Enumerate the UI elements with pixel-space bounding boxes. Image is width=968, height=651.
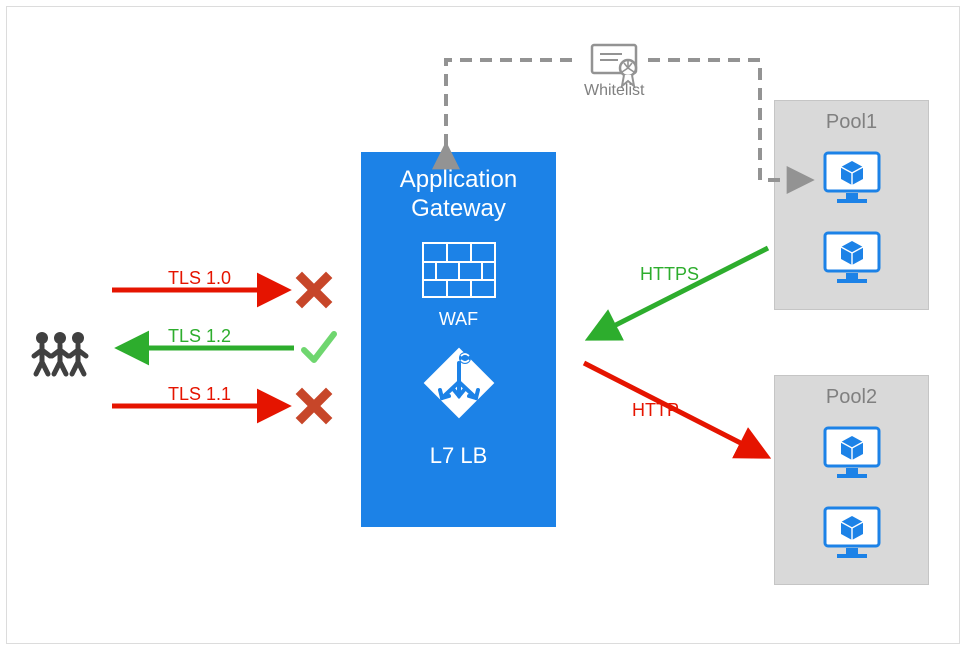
certificate-icon xyxy=(592,45,636,86)
pool1-vm1-icon xyxy=(825,153,879,203)
diagram-canvas: Application Gateway WAF xyxy=(0,0,968,651)
users-icon xyxy=(34,332,86,374)
whitelist-path-right xyxy=(648,60,810,180)
https-arrow xyxy=(590,248,768,338)
tls12-check-icon xyxy=(304,334,334,360)
whitelist-label: Whitelist xyxy=(584,82,644,100)
pool2-vm2-icon xyxy=(825,508,879,558)
tls11-label: TLS 1.1 xyxy=(168,384,231,405)
overlay-svg xyxy=(0,0,968,651)
tls12-label: TLS 1.2 xyxy=(168,326,231,347)
pool2-vm1-icon xyxy=(825,428,879,478)
whitelist-path-left xyxy=(446,60,580,146)
http-label: HTTP xyxy=(632,400,679,421)
https-label: HTTPS xyxy=(640,264,699,285)
pool1-vm2-icon xyxy=(825,233,879,283)
tls11-x-icon xyxy=(302,394,326,418)
tls10-label: TLS 1.0 xyxy=(168,268,231,289)
tls10-x-icon xyxy=(302,278,326,302)
